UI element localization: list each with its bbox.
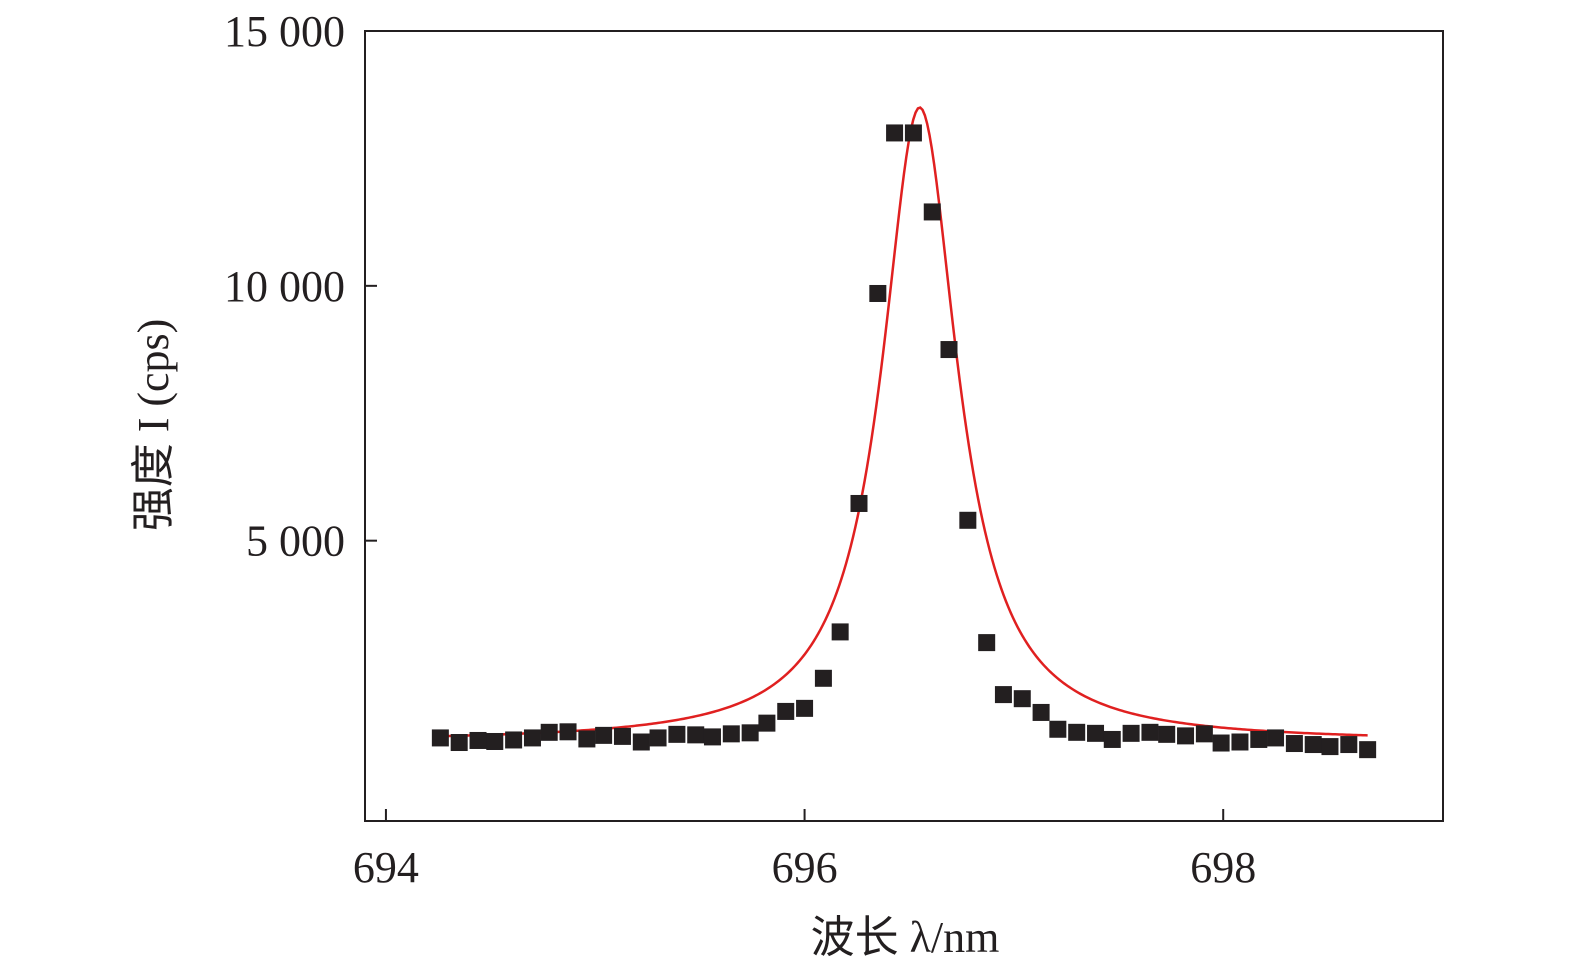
data-point	[869, 284, 887, 302]
data-point	[722, 725, 740, 743]
data-point	[777, 702, 795, 720]
data-point	[758, 714, 776, 732]
data-point	[959, 511, 977, 529]
fit-curve	[440, 106, 1368, 738]
data-point	[1359, 741, 1377, 759]
data-point	[559, 723, 577, 741]
data-point	[431, 729, 449, 747]
data-point	[632, 733, 650, 751]
data-point	[668, 725, 686, 743]
data-point	[796, 699, 814, 717]
data-point	[741, 724, 759, 742]
data-point	[1087, 724, 1105, 742]
data-point	[450, 734, 468, 752]
data-point	[1340, 736, 1358, 754]
x-tick-label: 694	[353, 843, 419, 892]
x-tick-label: 696	[772, 843, 838, 892]
data-point	[613, 727, 631, 745]
data-point	[1032, 703, 1050, 721]
data-point	[540, 723, 558, 741]
data-point	[703, 728, 721, 746]
data-point	[1013, 690, 1031, 708]
data-point	[1068, 723, 1086, 741]
x-axis-title: 波长 λ/nm	[811, 913, 1000, 962]
data-point	[1285, 735, 1303, 753]
data-point	[1321, 738, 1339, 756]
data-point	[886, 124, 904, 142]
data-point	[994, 686, 1012, 704]
data-point	[578, 730, 596, 748]
y-tick-label: 5 000	[246, 517, 345, 566]
data-point	[649, 729, 667, 747]
data-point	[1212, 734, 1230, 752]
data-point	[1103, 730, 1121, 748]
data-point	[469, 731, 487, 749]
plot-frame	[364, 30, 1444, 822]
y-tick-label: 10 000	[224, 262, 345, 311]
data-point	[978, 634, 996, 652]
data-point	[687, 726, 705, 744]
data-point	[505, 731, 523, 749]
data-point	[904, 124, 922, 142]
data-point	[1122, 724, 1140, 742]
y-axis-title: 强度 I (cps)	[129, 319, 178, 532]
data-point	[1267, 729, 1285, 747]
data-point	[1158, 725, 1176, 743]
data-point	[940, 341, 958, 359]
data-point	[1141, 723, 1159, 741]
data-point	[486, 732, 504, 750]
data-point	[523, 729, 541, 747]
data-point	[1177, 727, 1195, 745]
data-point	[1195, 725, 1213, 743]
data-point	[831, 623, 849, 641]
data-point	[923, 203, 941, 221]
data-point	[850, 494, 868, 512]
x-tick-label: 698	[1190, 843, 1256, 892]
data-point	[1231, 733, 1249, 751]
data-point	[1250, 730, 1268, 748]
data-point	[814, 669, 832, 687]
data-point	[1049, 720, 1067, 738]
y-tick-label: 15 000	[224, 7, 345, 56]
data-point	[595, 726, 613, 744]
data-point	[1304, 736, 1322, 754]
